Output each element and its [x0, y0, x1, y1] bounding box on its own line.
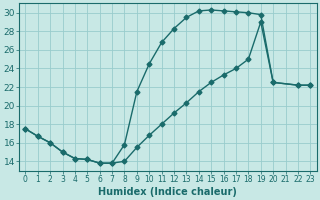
X-axis label: Humidex (Indice chaleur): Humidex (Indice chaleur) [98, 187, 237, 197]
